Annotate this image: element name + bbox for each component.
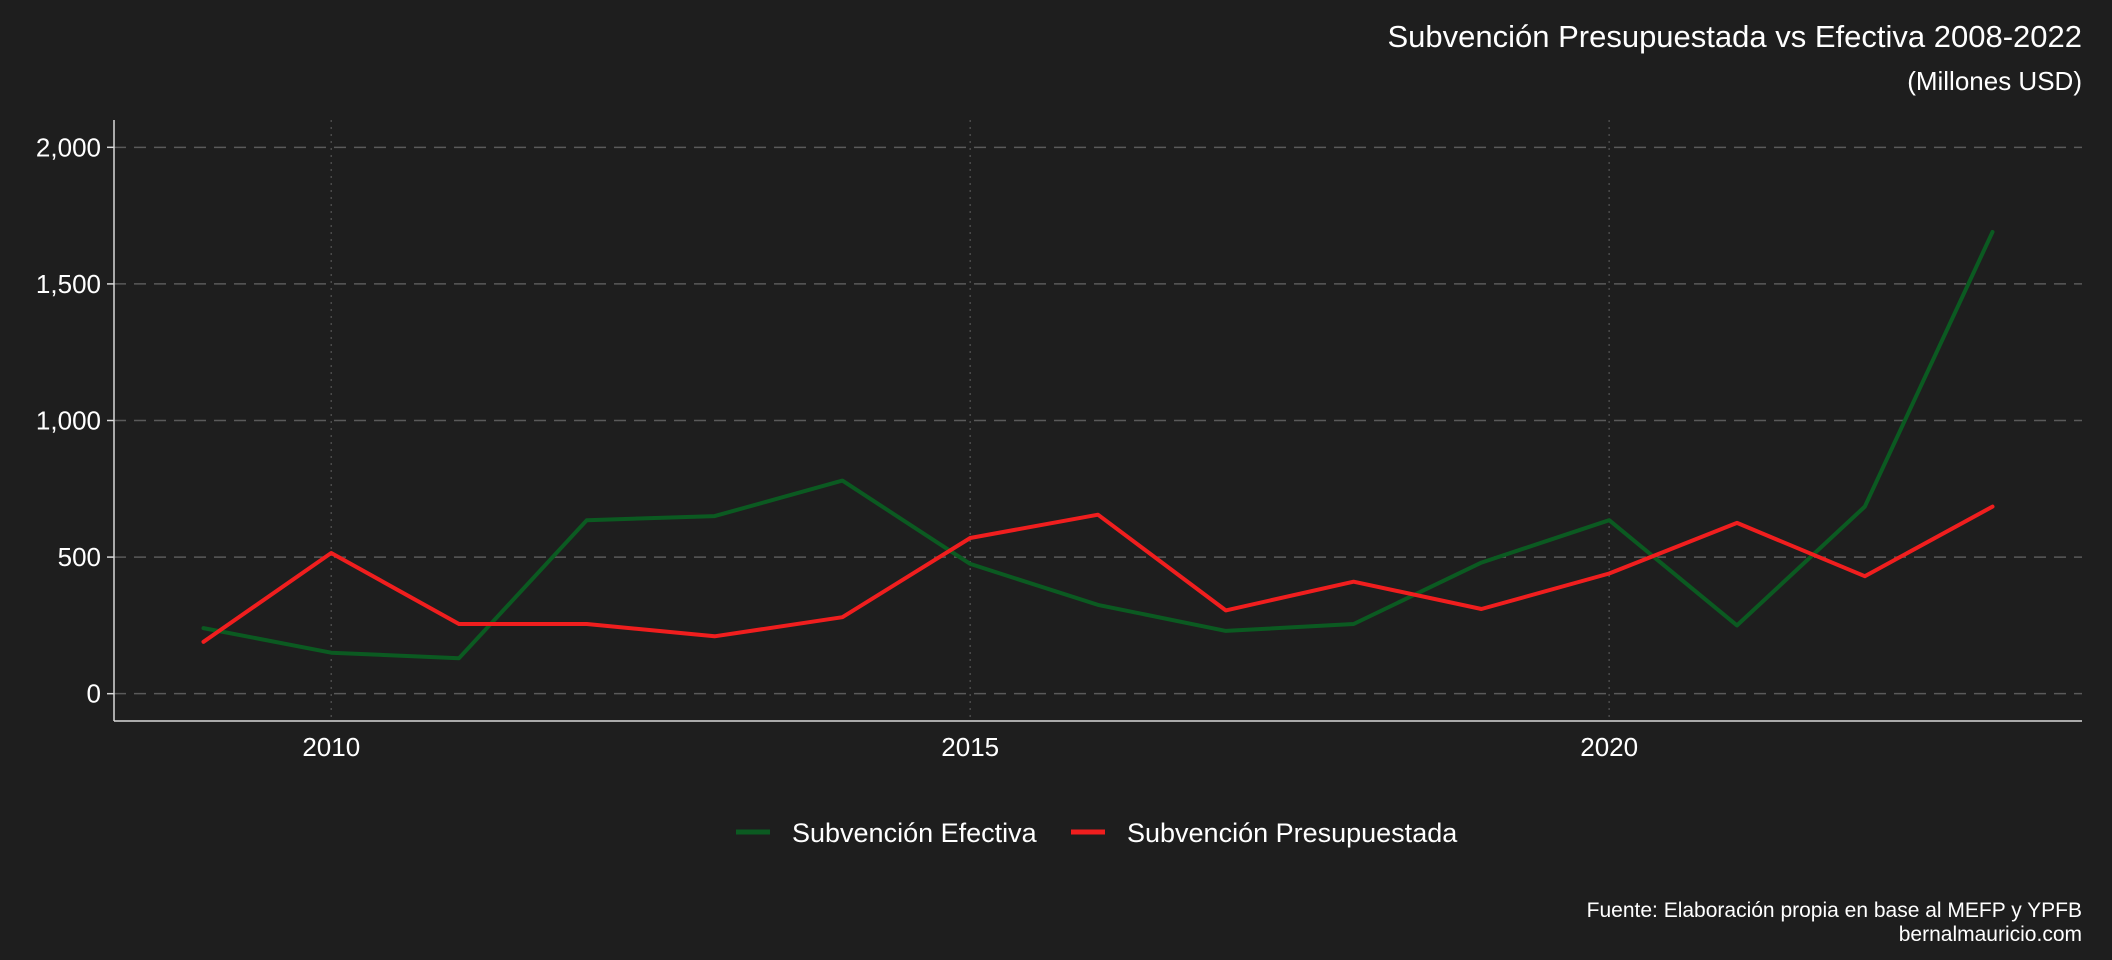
series-line-subvencion-efectiva [201, 230, 1995, 661]
y-gridlines [114, 146, 2082, 695]
x-tick-label: 2010 [302, 732, 360, 762]
legend-label: Subvención Efectiva [792, 818, 1038, 848]
y-tick-label: 500 [58, 542, 101, 572]
legend: Subvención Efectiva Subvención Presupuest… [736, 818, 1458, 848]
website-caption: bernalmauricio.com [1899, 923, 2082, 946]
y-tick-label: 2,000 [36, 132, 101, 162]
series-line-subvencion-presupuestada [201, 504, 1995, 644]
y-axis-ticks: 0 500 1,000 1,500 2,000 [36, 132, 114, 709]
chart-title: Subvención Presupuestada vs Efectiva 200… [1387, 19, 2082, 54]
y-tick-label: 1,000 [36, 406, 101, 436]
y-tick-label: 1,500 [36, 269, 101, 299]
legend-label: Subvención Presupuestada [1127, 818, 1458, 848]
y-tick-label: 0 [87, 679, 101, 709]
source-caption: Fuente: Elaboración propia en base al ME… [1587, 899, 2082, 922]
series-lines [201, 230, 1995, 661]
x-tick-label: 2015 [941, 732, 999, 762]
x-tick-label: 2020 [1580, 732, 1638, 762]
chart-subtitle: (Millones USD) [1907, 66, 2082, 96]
x-axis-ticks: 2010 2015 2020 [302, 732, 1638, 762]
